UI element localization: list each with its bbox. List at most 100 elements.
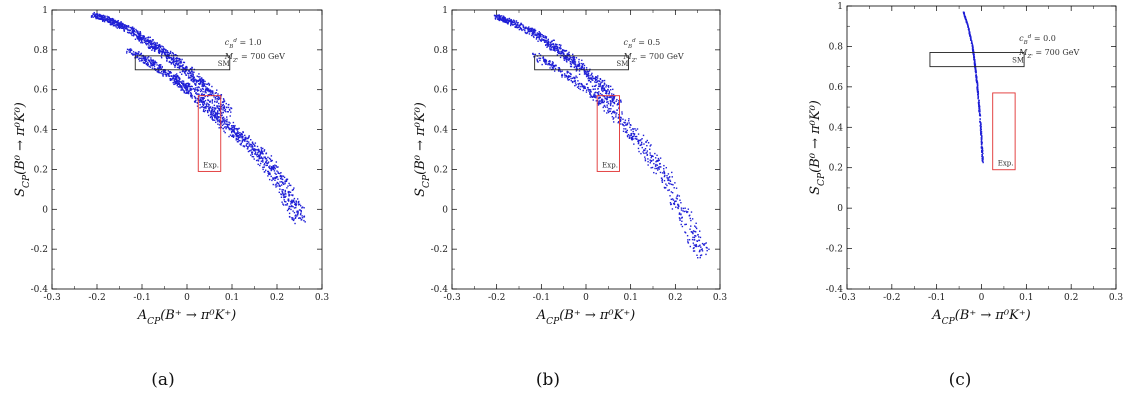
scatter-point (297, 214, 299, 216)
scatter-point (198, 82, 200, 85)
scatter-point (272, 167, 274, 169)
scatter-point (684, 207, 686, 209)
scatter-point (238, 127, 240, 130)
scatter-point (136, 32, 139, 34)
scatter-point (281, 178, 283, 180)
scatter-point (137, 51, 140, 53)
scatter-point (185, 89, 187, 92)
scatter-point (653, 162, 655, 165)
scatter-point (241, 141, 244, 143)
scatter-point (199, 103, 201, 106)
scatter-point (965, 21, 968, 24)
scatter-point (588, 89, 591, 91)
scatter-point (267, 175, 269, 177)
scatter-point (688, 214, 691, 216)
scatter-point (560, 47, 562, 50)
scatter-point (200, 106, 203, 108)
scatter-point (542, 35, 544, 37)
y-tick-label: -0.2 (31, 245, 48, 255)
scatter-point (164, 48, 166, 51)
scatter-point (286, 203, 289, 205)
scatter-point (687, 242, 690, 244)
scatter-point (176, 66, 179, 69)
scatter-point (550, 40, 553, 43)
scatter-point (544, 39, 546, 42)
scatter-point (189, 72, 191, 75)
scatter-point (272, 166, 274, 169)
scatter-point (538, 35, 540, 37)
scatter-point (205, 86, 207, 88)
scatter-point (610, 101, 612, 103)
scatter-point (981, 150, 983, 153)
scatter-point (155, 48, 158, 50)
scatter-point (637, 139, 640, 141)
scatter-point (612, 88, 614, 91)
scatter-point (657, 159, 660, 161)
scatter-point (705, 246, 708, 249)
scatter-point (182, 83, 185, 86)
scatter-point (642, 151, 644, 153)
scatter-point (573, 56, 576, 59)
scatter-point (555, 49, 558, 51)
scatter-point (973, 59, 976, 61)
scatter-point (112, 18, 115, 20)
x-tick-label: -0.1 (533, 293, 550, 303)
scatter-point (603, 89, 605, 91)
scatter-point (980, 122, 982, 124)
scatter-point (613, 97, 615, 100)
scatter-point (203, 103, 206, 105)
scatter-point (621, 123, 623, 125)
scatter-point (618, 102, 620, 104)
scatter-point (152, 42, 154, 45)
scatter-point (205, 106, 207, 108)
scatter-point (637, 147, 640, 150)
scatter-point (594, 81, 596, 83)
scatter-point (278, 185, 281, 187)
scatter-point (201, 87, 204, 90)
scatter-point (981, 148, 984, 151)
scatter-point (547, 63, 549, 66)
scatter-point (175, 58, 178, 60)
scatter-point (519, 24, 522, 26)
scatter-point (680, 223, 682, 226)
scatter-point (153, 45, 155, 47)
scatter-point (151, 59, 154, 62)
scatter-point (129, 51, 131, 53)
scatter-point (158, 64, 160, 67)
scatter-point (214, 107, 216, 109)
scatter-point (590, 95, 593, 98)
scatter-point (248, 150, 251, 152)
scatter-point (643, 149, 645, 151)
scatter-point (669, 179, 671, 181)
scatter-point (620, 101, 622, 103)
scatter-point (102, 16, 104, 19)
scatter-point (191, 95, 193, 98)
scatter-point (282, 192, 284, 195)
scatter-point (107, 19, 109, 22)
scatter-point (187, 92, 190, 95)
scatter-point (142, 61, 145, 64)
scatter-point (217, 97, 219, 99)
scatter-point (587, 77, 589, 80)
scatter-point (559, 56, 562, 59)
scatter-point (126, 26, 129, 28)
scatter-point (225, 120, 227, 122)
scatter-point (295, 203, 298, 205)
scatter-point (104, 15, 106, 17)
scatter-point (172, 81, 174, 84)
scatter-point (617, 100, 620, 102)
scatter-point (581, 85, 584, 88)
scatter-point (501, 19, 504, 22)
scatter-point (511, 21, 514, 23)
scatter-point (601, 87, 603, 89)
scatter-point (107, 18, 110, 21)
scatter-point (606, 112, 608, 114)
scatter-point (503, 21, 505, 23)
scatter-point (561, 49, 564, 52)
scatter-point (659, 162, 661, 165)
scatter-point (286, 178, 288, 180)
scatter-point (569, 57, 571, 60)
scatter-point (603, 95, 606, 98)
scatter-point (626, 135, 629, 138)
scatter-point (232, 125, 235, 127)
